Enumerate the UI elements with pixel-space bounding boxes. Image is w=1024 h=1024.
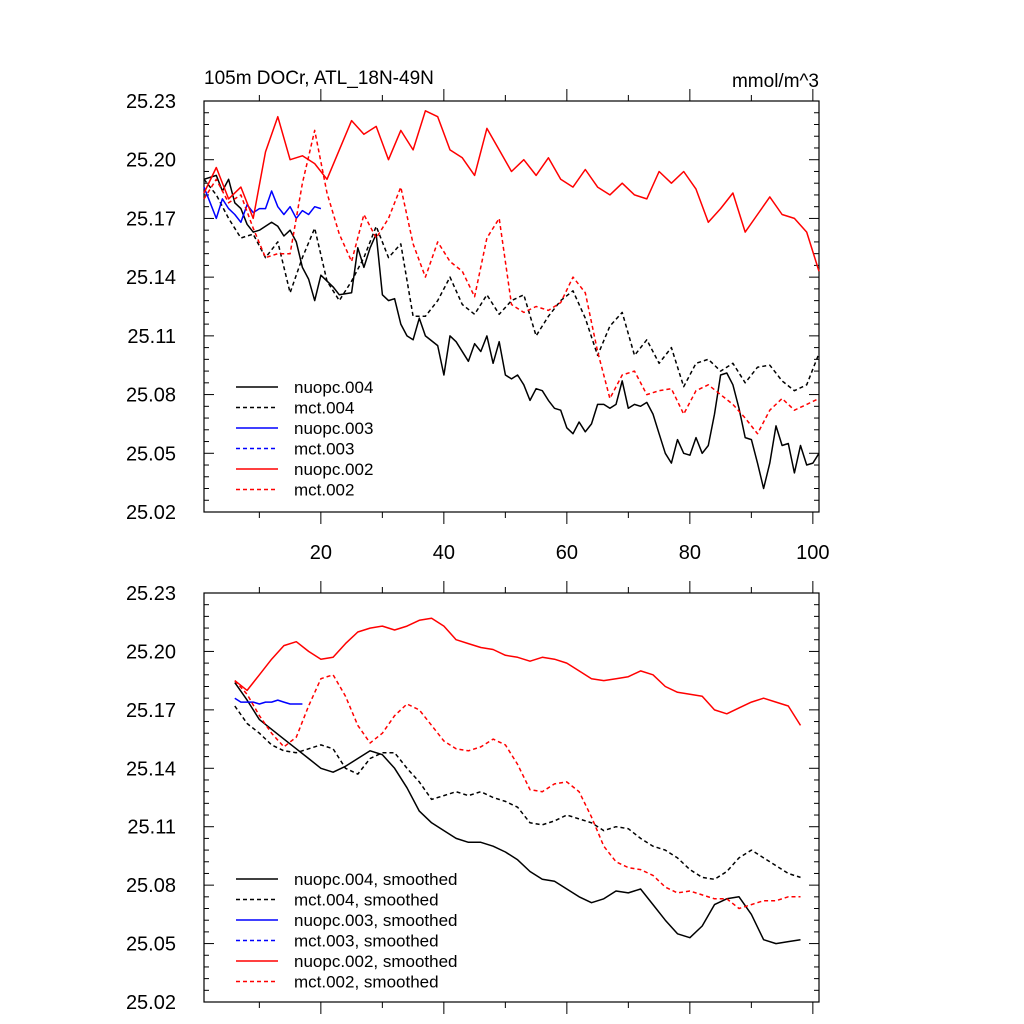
legend-label: nuopc.003, smoothed <box>294 911 458 930</box>
series-line-nuopc-004 <box>203 174 820 490</box>
legend-label: mct.002 <box>294 481 354 500</box>
legend-label: nuopc.003 <box>294 419 373 438</box>
y-tick-label: 25.20 <box>126 150 176 172</box>
x-tick-label: 60 <box>556 542 578 564</box>
series-line-mct-002 <box>203 129 820 435</box>
y-tick-label: 25.20 <box>126 641 176 663</box>
series-line-nuopc-003 <box>203 186 322 224</box>
y-tick-label: 25.23 <box>126 583 176 605</box>
plot-frame <box>203 100 820 513</box>
y-tick-label: 25.23 <box>126 91 176 113</box>
legend-label: nuopc.002, smoothed <box>294 952 458 971</box>
x-tick-label: 20 <box>310 542 332 564</box>
units-label: mmol/m^3 <box>732 71 819 92</box>
bottom-chart-panel: 25.23 25.20 25.17 25.14 25.11 25.08 25.05 25.02… <box>126 581 820 1014</box>
y-tick-label: 25.17 <box>126 700 176 722</box>
y-tick-label: 25.08 <box>126 385 176 407</box>
series-line-mct-002-smoothed <box>234 674 801 910</box>
y-tick-label: 25.17 <box>126 208 176 230</box>
legend-label: mct.003, smoothed <box>294 932 439 951</box>
series-line-nuopc-004-smoothed <box>234 682 801 945</box>
plot-frame <box>203 592 820 1003</box>
y-tick-label: 25.11 <box>127 326 176 348</box>
x-tick-label: 100 <box>796 542 829 564</box>
y-tick-label: 25.08 <box>126 875 176 897</box>
top-chart-panel: 105m DOCr, ATL_18N-49N mmol/m^3 25.23 25.… <box>126 68 830 564</box>
y-tick-label: 25.05 <box>126 443 176 465</box>
x-tick-label: 40 <box>433 542 455 564</box>
y-tick-label: 25.02 <box>126 502 176 524</box>
legend-label: mct.003 <box>294 440 354 459</box>
legend-label: mct.004 <box>294 399 354 418</box>
series-line-nuopc-003-smoothed <box>234 697 303 705</box>
y-tick-label: 25.14 <box>126 758 176 780</box>
series-line-mct-004-smoothed <box>234 705 801 881</box>
y-tick-label: 25.14 <box>126 267 176 289</box>
series-line-nuopc-002-smoothed <box>234 617 802 726</box>
legend-label: nuopc.004 <box>294 378 373 397</box>
y-tick-label: 25.05 <box>126 934 176 956</box>
chart-title: 105m DOCr, ATL_18N-49N <box>204 68 434 89</box>
y-tick-label: 25.02 <box>126 992 176 1014</box>
series-line-mct-004 <box>203 178 820 392</box>
series-line-nuopc-002 <box>203 110 820 272</box>
legend-label: nuopc.004, smoothed <box>294 870 458 889</box>
legend-label: mct.004, smoothed <box>294 891 439 910</box>
y-tick-label: 25.11 <box>127 817 176 839</box>
x-tick-label: 80 <box>679 542 701 564</box>
legend-label: nuopc.002 <box>294 460 373 479</box>
legend-label: mct.002, smoothed <box>294 973 439 992</box>
